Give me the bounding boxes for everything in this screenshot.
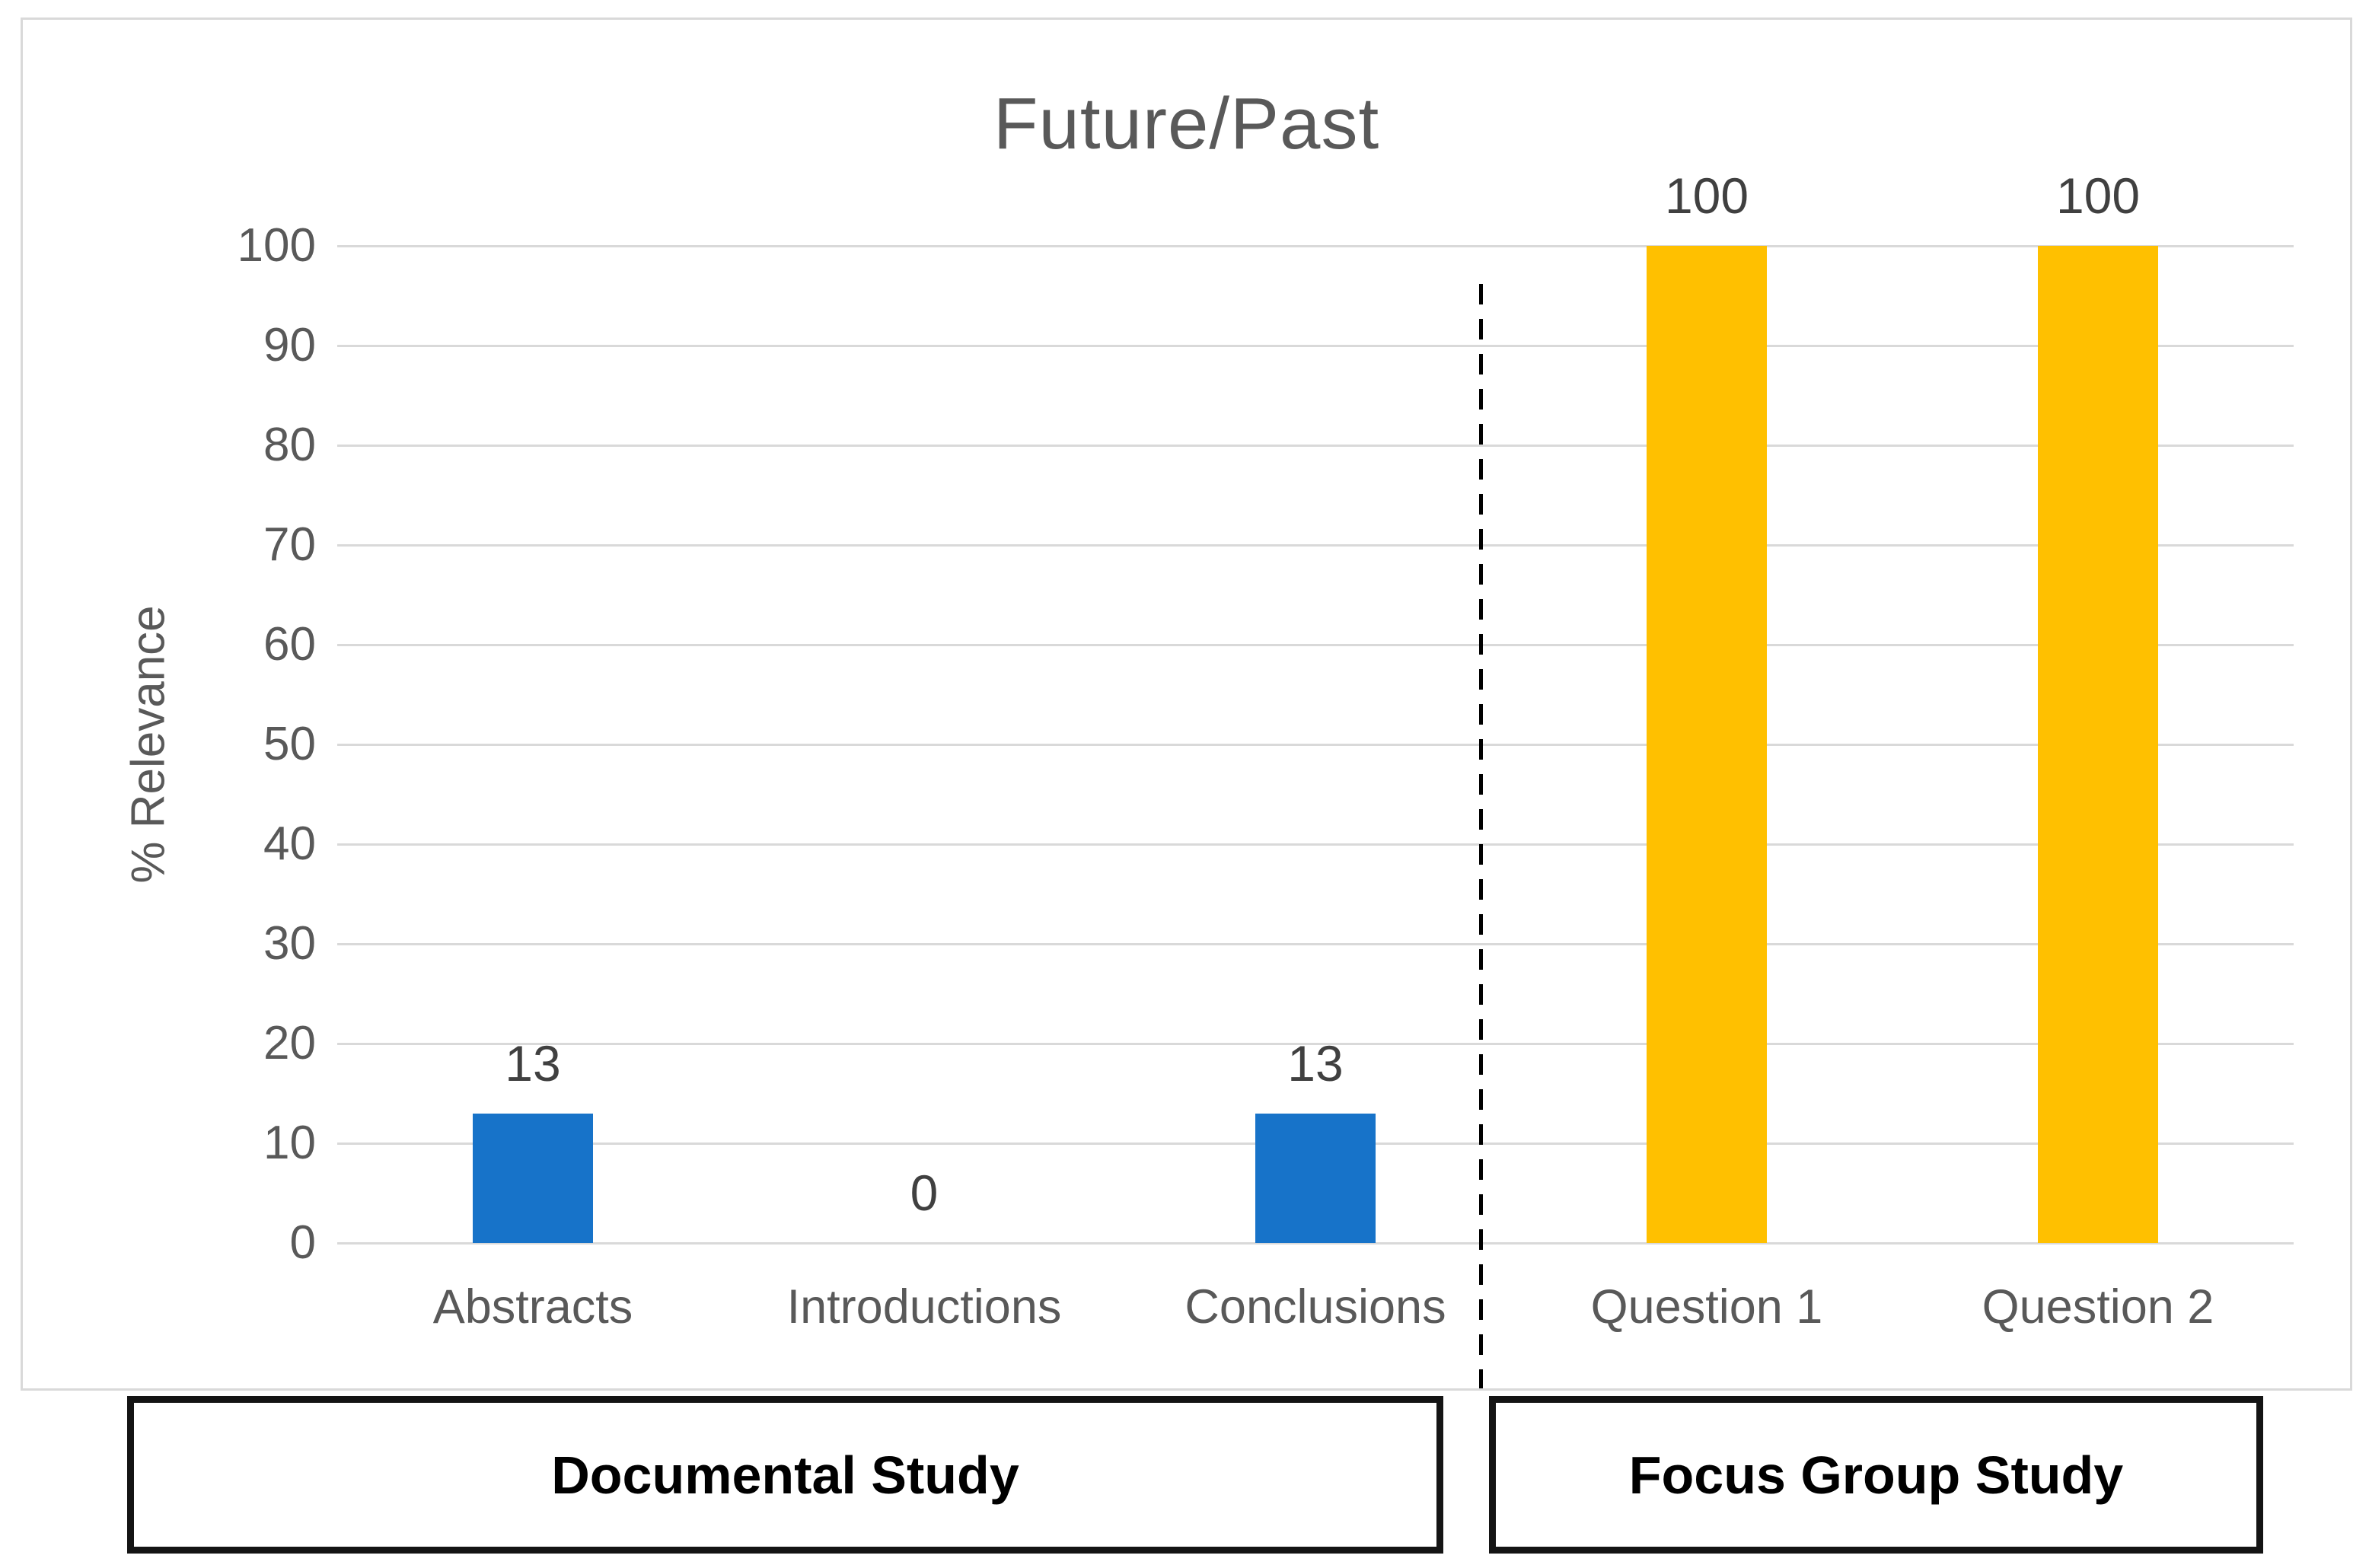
bar-value-label-conclusions: 13 — [1287, 1034, 1344, 1092]
x-axis-labels: Abstracts Introductions Conclusions Questio… — [337, 1280, 2294, 1356]
x-category-label-question-2: Question 2 — [1982, 1280, 2214, 1334]
y-tick-label-30: 30 — [263, 917, 316, 970]
y-tick-label-0: 0 — [289, 1216, 316, 1269]
gridline-50 — [337, 743, 2294, 746]
gridline-100 — [337, 244, 2294, 247]
bar-abstracts — [473, 1113, 593, 1243]
bar-question-1 — [1647, 246, 1767, 1243]
chart-title: Future/Past — [993, 83, 1380, 164]
y-tick-label-80: 80 — [263, 419, 316, 471]
gridline-60 — [337, 643, 2294, 646]
x-category-label-question-1: Question 1 — [1590, 1280, 1823, 1334]
bar-conclusions — [1255, 1113, 1376, 1243]
gridline-0 — [337, 1241, 2294, 1245]
group-box-documental-label: Documental Study — [551, 1445, 1019, 1505]
group-box-focus: Focus Group Study — [1489, 1396, 2263, 1554]
bar-value-label-question-2: 100 — [2055, 167, 2141, 224]
x-category-label-introductions: Introductions — [786, 1280, 1062, 1334]
y-tick-label-40: 40 — [263, 817, 316, 870]
group-box-focus-label: Focus Group Study — [1628, 1445, 2124, 1505]
gridline-70 — [337, 543, 2294, 547]
x-category-label-abstracts: Abstracts — [432, 1280, 633, 1334]
bar-value-label-abstracts: 13 — [505, 1034, 561, 1092]
y-tick-label-60: 60 — [263, 618, 316, 671]
chart-frame: Future/Past % Relevance 0 10 20 30 40 50 60 70 8… — [21, 18, 2352, 1391]
bar-value-label-introductions: 0 — [910, 1165, 939, 1221]
bar-question-2 — [2038, 246, 2158, 1243]
group-box-documental: Documental Study — [127, 1396, 1443, 1554]
bar-value-label-question-1: 100 — [1664, 167, 1749, 224]
gridline-20 — [337, 1042, 2294, 1045]
gridline-90 — [337, 344, 2294, 347]
plot-area: 13 0 13 100 100 — [337, 167, 2294, 1245]
group-separator-line — [1479, 284, 1483, 1388]
y-tick-label-70: 70 — [263, 518, 316, 571]
y-tick-label-90: 90 — [263, 319, 316, 371]
gridline-30 — [337, 942, 2294, 945]
gridline-40 — [337, 843, 2294, 846]
y-tick-label-20: 20 — [263, 1017, 316, 1069]
y-tick-label-10: 10 — [263, 1117, 316, 1169]
y-tick-label-50: 50 — [263, 718, 316, 770]
x-category-label-conclusions: Conclusions — [1184, 1280, 1446, 1334]
gridline-80 — [337, 444, 2294, 447]
y-axis-ticks: 0 10 20 30 40 50 60 70 80 90 100 — [23, 20, 316, 1388]
y-tick-label-100: 100 — [237, 219, 316, 272]
